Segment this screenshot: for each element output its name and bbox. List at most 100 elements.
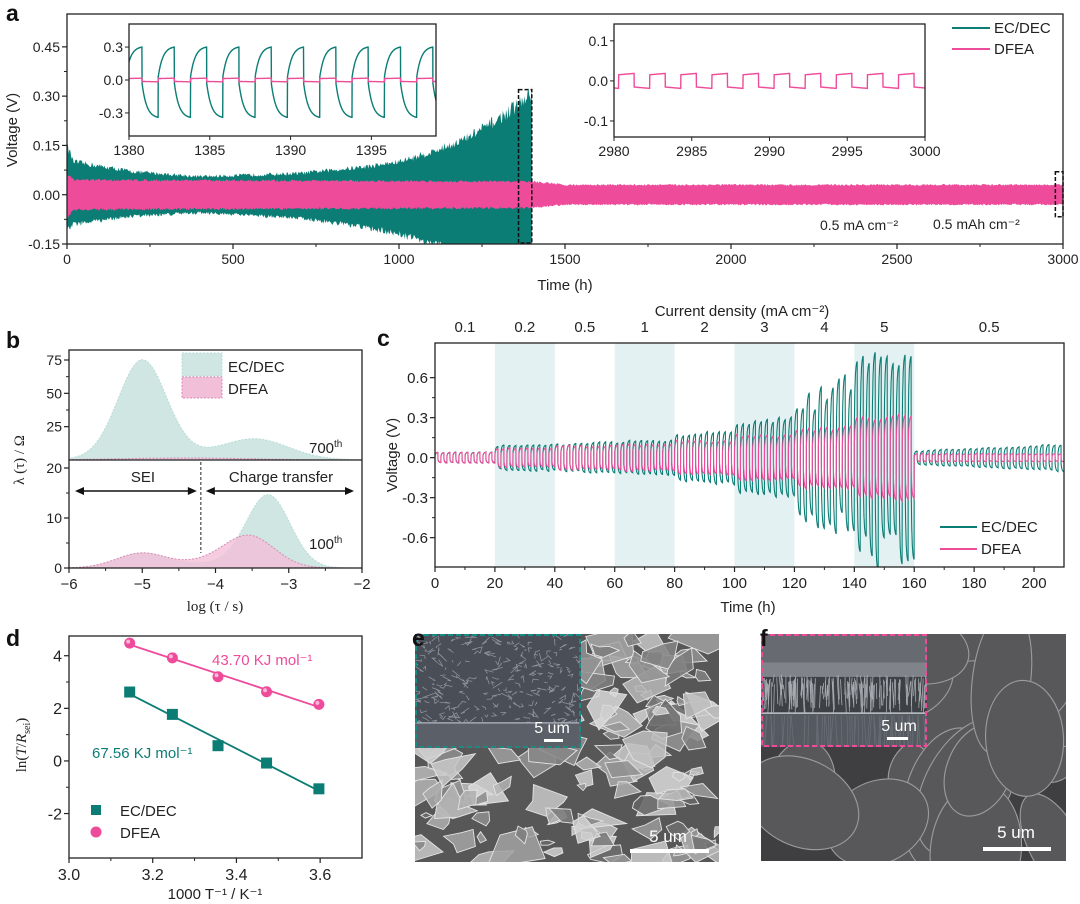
inset-texture-stroke <box>492 681 503 689</box>
inset-texture-stroke <box>424 648 430 652</box>
inset-substrate-stroke <box>816 715 818 747</box>
inset-texture-stroke <box>513 642 520 647</box>
sem-flake-shape <box>602 721 631 733</box>
inset-texture-stroke <box>497 688 501 692</box>
inset-texture-stroke <box>569 699 574 706</box>
panel-c: 0.1 0.2 0.5 1 2 3 4 5 0.5 0 20 40 60 80 100 120 140 160 18… <box>402 319 1065 592</box>
x-tick-label: 180 <box>962 575 987 592</box>
inset-fiber-stroke <box>847 683 850 700</box>
inset-texture-stroke <box>451 660 454 663</box>
inset-fiber-stroke <box>871 676 874 711</box>
inset-substrate-stroke <box>917 715 919 747</box>
dfea-data-point <box>313 698 325 710</box>
current-density-label: 0.1 <box>455 319 476 336</box>
inset-substrate-stroke <box>770 715 774 747</box>
inset-y-tick-label: 0.0 <box>589 73 609 89</box>
inset-fiber-stroke <box>765 683 769 698</box>
inset-texture-stroke <box>515 663 523 672</box>
x-tick-label: 20 <box>487 575 504 592</box>
inset-texture-stroke <box>429 640 431 646</box>
sem-flake-shape <box>665 820 691 841</box>
inset-texture-stroke <box>483 692 489 695</box>
inset-texture-stroke <box>565 706 573 713</box>
cycle-suffix: th <box>334 439 342 450</box>
inset-texture-stroke <box>526 693 533 697</box>
y-tick-label: 0 <box>53 754 62 771</box>
inset-fiber-stroke <box>773 684 775 713</box>
inset-substrate-stroke <box>790 715 795 747</box>
dfea-data-point <box>212 671 224 683</box>
sem-flake-shape <box>514 825 528 845</box>
inset-x-tick-label: 1380 <box>113 142 144 158</box>
inset-texture-stroke <box>440 684 447 689</box>
inset-fiber-stroke <box>827 678 830 696</box>
inset-y-tick-label: 0.3 <box>104 39 124 55</box>
inset-fiber-stroke <box>828 676 830 707</box>
sem-flake-shape <box>476 830 488 844</box>
inset-texture-stroke <box>550 713 556 717</box>
inset-texture-stroke <box>491 636 502 643</box>
inset-fiber-stroke <box>776 677 779 705</box>
x-tick-label: 3.4 <box>225 867 247 884</box>
c-top-axis-title: Current density (mA cm⁻²) <box>655 303 830 320</box>
inset-texture-stroke <box>456 661 462 666</box>
inset-texture-stroke <box>431 657 438 664</box>
inset-texture-stroke <box>469 716 477 722</box>
inset-texture-stroke <box>458 690 465 695</box>
inset-texture-stroke <box>528 700 534 707</box>
inset-texture-stroke <box>519 643 526 648</box>
inset-texture-stroke <box>474 705 480 711</box>
inset-texture-stroke <box>531 662 544 667</box>
inset-fiber-stroke <box>840 679 843 706</box>
inset-texture-stroke <box>523 716 531 719</box>
inset-fiber-stroke <box>910 680 913 715</box>
inset-texture-stroke <box>564 711 570 716</box>
y-tick-label: 75 <box>46 352 62 368</box>
panel-label-b: b <box>6 327 20 353</box>
inset-texture-stroke <box>419 655 426 659</box>
inset-texture-stroke <box>415 665 424 673</box>
inset-texture-stroke <box>431 687 441 692</box>
current-density-label: 0.5 <box>979 319 1000 336</box>
sem-flake-shape <box>415 834 444 861</box>
inset-texture-stroke <box>558 698 564 704</box>
inset-texture-stroke <box>565 666 570 670</box>
sem-grain-shape <box>985 679 1065 797</box>
inset-background <box>614 24 925 137</box>
sem-flake-shape <box>621 730 668 769</box>
sem-cross-section-inset <box>415 634 581 748</box>
panel-f-sem-image: 5 um 5 um <box>761 634 1066 861</box>
ecdec-data-point <box>124 686 136 698</box>
d-legend-dfea-label: DFEA <box>120 825 160 842</box>
inset-texture-stroke <box>438 652 447 662</box>
dfea-data-point <box>124 637 136 649</box>
arrowhead-left <box>205 487 215 495</box>
inset-substrate-stroke <box>781 715 783 747</box>
inset-texture-stroke <box>437 635 440 642</box>
inset-texture-stroke <box>451 675 458 679</box>
inset-texture-stroke <box>448 715 461 719</box>
inset-substrate-stroke <box>879 715 881 747</box>
sem-flake-shape <box>672 771 686 782</box>
sem-flake-shape <box>542 847 564 858</box>
inset-substrate-stroke <box>773 715 775 747</box>
x-tick-label: −5 <box>134 576 151 593</box>
y-tick-label: -0.15 <box>28 236 60 252</box>
b-cycle-label-700: 700th <box>309 439 342 457</box>
sem-flake-shape <box>430 753 477 788</box>
inset-x-tick-label: 2985 <box>676 143 707 159</box>
panel-label-f: f <box>760 625 768 651</box>
d-x-axis-title: 1000 T⁻¹ / K⁻¹ <box>168 886 263 903</box>
inset-fiber-stroke <box>795 683 797 708</box>
inset-x-tick-label: 2980 <box>598 143 629 159</box>
inset-texture-stroke <box>553 638 556 646</box>
inset-texture-stroke <box>444 667 447 671</box>
sem-flake-shape <box>631 817 663 840</box>
sem-flake-shape <box>640 640 679 670</box>
inset-texture-stroke <box>514 669 521 672</box>
y-tick-label: 20 <box>46 460 62 476</box>
a-x-axis-title: Time (h) <box>537 277 592 294</box>
inset-texture-stroke <box>469 676 477 680</box>
inset-texture-stroke <box>571 700 577 703</box>
sem-flake-shape <box>492 775 512 797</box>
